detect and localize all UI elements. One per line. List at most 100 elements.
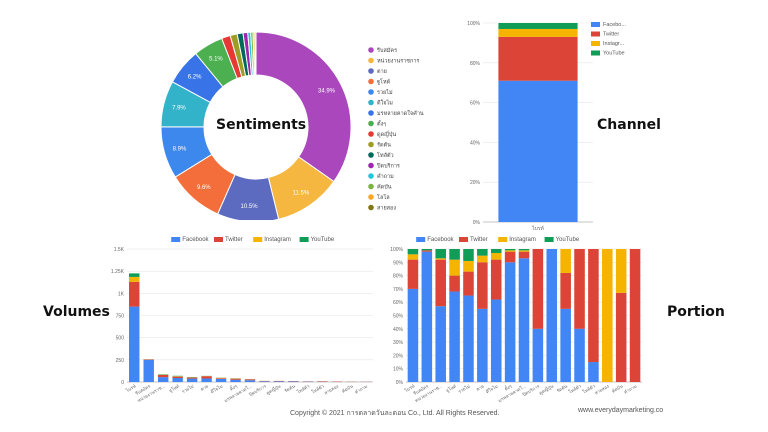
volumes-label: Volumes (43, 304, 110, 320)
bar-segment-twitter (435, 259, 446, 307)
bar-segment-twitter (588, 249, 599, 363)
bar-segment-twitter (532, 249, 544, 329)
legend-marker (368, 89, 374, 95)
bar-segment-instagr (498, 28, 578, 37)
bar-segment-facebook (560, 308, 571, 382)
bar-segment-youtube (435, 249, 446, 259)
legend-marker (368, 68, 374, 74)
legend-marker (368, 110, 374, 116)
y-tick-label: 250 (116, 358, 125, 364)
x-tick-label: ตาย (475, 383, 485, 392)
y-tick-label: 0% (396, 380, 404, 386)
bar-segment-facebook (477, 308, 488, 382)
y-tick-label: 40% (470, 140, 481, 146)
sentiment-donut-chart: 34.9% 11.5% 10.5% 9.6% 8.9% 7.9% 6.2% 5.1% รีบสม… (160, 31, 424, 220)
bar-segment-facebook (546, 249, 558, 382)
bar-segment-youtube (129, 273, 140, 277)
legend-marker (368, 131, 374, 137)
bar-segment-instagram (518, 250, 530, 252)
bar-segment-youtube (421, 249, 433, 251)
y-tick-label: 20% (470, 180, 481, 186)
x-tick-label: ไบรท์ (402, 383, 415, 394)
bar-segment-instagram (463, 260, 474, 272)
channel-label: Channel (597, 117, 661, 133)
x-tick-label: ดูดญี่ปุ่น (538, 383, 555, 397)
legend-marker (368, 204, 374, 211)
bar-segment-twitter (230, 378, 241, 380)
bar-segment-facebook (574, 328, 585, 382)
x-tick-label: ฐูโหด์ (445, 383, 458, 394)
x-tick-label: รวยไม่ (457, 384, 471, 395)
bar-segment-facebook (407, 288, 419, 382)
bar-segment-facebook (449, 291, 460, 382)
legend-marker (368, 152, 374, 158)
bar-segment-facebook (435, 306, 446, 382)
legend-label: Facebook (427, 237, 454, 243)
x-tick-label: ตั้งๆ (228, 382, 238, 391)
bar-segment-twitter (407, 259, 419, 289)
x-tick-label: คัดบัน (341, 384, 354, 394)
bar-segment-instagram (129, 276, 140, 282)
x-tick-label: รัดตัน (556, 384, 568, 394)
legend-marker (368, 57, 374, 64)
x-tick-label: สายสอง (323, 384, 339, 396)
bar-segment-twitter (215, 378, 227, 379)
legend-label: Twitter (470, 237, 488, 243)
legend-marker (498, 237, 508, 242)
x-tick-label: ตาย (200, 383, 210, 392)
bar-segment-facebook (518, 258, 530, 382)
legend-label: รีบสมัคร (376, 47, 397, 54)
y-tick-label: 10% (393, 367, 404, 373)
x-tick-label: สายสอง (594, 384, 610, 396)
bar-segment-twitter (504, 251, 516, 263)
legend-label: ตั้งๆ (377, 120, 386, 128)
bar-segment-facebook (463, 295, 474, 382)
bar-segment-twitter (244, 379, 256, 381)
bar-segment-facebook (288, 381, 299, 382)
legend-label: หน่วยงานราชการ (377, 58, 419, 65)
legend-label: Twitter (225, 237, 243, 243)
bar-segment-facebook (421, 251, 433, 382)
legend-marker (459, 237, 468, 242)
x-tick-label: ไบรท์ (124, 383, 137, 394)
x-tick-label: รวยไม่ (181, 384, 195, 395)
bar-segment-twitter (498, 36, 578, 81)
legend-label: โลโล (377, 193, 390, 201)
legend-marker (253, 237, 263, 242)
bar-segment-facebook (186, 378, 198, 382)
x-tick-label: โทลัตัว (296, 382, 311, 394)
legend-label: ตาย (377, 69, 387, 75)
pie-slice-label: 7.9% (172, 105, 186, 111)
legend-marker (368, 120, 374, 127)
bar-segment-facebook (490, 299, 502, 382)
legend-marker (368, 99, 374, 106)
pie-slice-0 (255, 31, 352, 183)
bar-segment-instagram (490, 252, 502, 260)
bar-segment-youtube (477, 249, 488, 256)
y-tick-label: 750 (116, 314, 125, 320)
bar-segment-facebook (215, 378, 227, 382)
bar-segment-instagram (615, 249, 627, 293)
bar-segment-youtube (518, 249, 530, 251)
y-tick-label: 1.25K (111, 269, 125, 275)
legend-marker (591, 41, 600, 46)
bar-segment-facebook (143, 359, 154, 382)
copyright-text: Copyright © 2021 การตลาดวันละตอน Co., Lt… (290, 410, 500, 417)
legend-label: Instagr... (603, 41, 625, 47)
y-tick-label: 1K (118, 291, 125, 297)
legend-label: คัดบัน (377, 184, 392, 191)
legend-label: Instagram (264, 237, 291, 243)
legend-marker (416, 237, 426, 242)
y-tick-label: 0% (473, 220, 481, 226)
bar-segment-twitter (129, 281, 140, 307)
pie-slice-label: 5.1% (209, 56, 223, 62)
bar-segment-twitter (490, 259, 502, 300)
pie-slice-label: 8.9% (173, 147, 187, 153)
bar-segment-youtube (463, 249, 474, 261)
x-tick-label: คำถาม (623, 383, 638, 395)
y-tick-label: 40% (393, 327, 404, 333)
website-link[interactable]: www.everydaymarketing.co (578, 407, 664, 414)
bar-segment-instagram (449, 259, 460, 276)
x-tick-label: ดูดญี่ปุ่น (265, 383, 282, 397)
bar-segment-facebook (532, 328, 544, 382)
